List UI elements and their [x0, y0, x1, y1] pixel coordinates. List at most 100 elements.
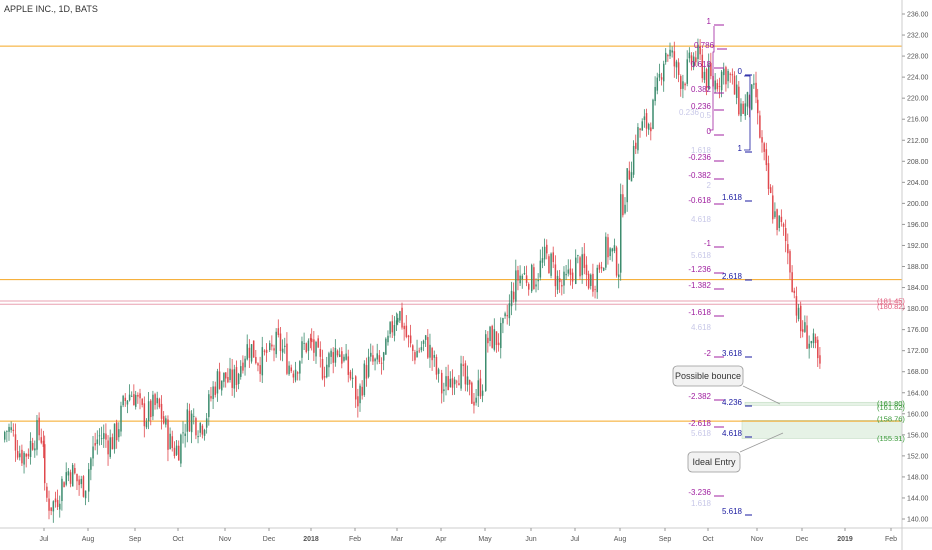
y-tick-label: 196.00 [907, 222, 929, 229]
candle-body [336, 350, 339, 356]
candle-body [311, 338, 313, 343]
candle-body [789, 251, 791, 273]
candle-body [370, 352, 372, 357]
price-labels: (181.45)(180.82) (161.80)(161.62) (158.76)… [877, 296, 905, 443]
candle-body [782, 223, 785, 227]
candle-body [622, 194, 624, 216]
candle-body [88, 469, 90, 492]
candle-body [598, 264, 601, 270]
candle-body [330, 350, 332, 357]
candle-body [128, 394, 131, 401]
candle-body [784, 228, 787, 242]
y-tick-label: 168.00 [907, 369, 929, 376]
candle-body [332, 352, 334, 363]
x-tick-label: Jul [571, 536, 580, 543]
candle-body [729, 73, 731, 75]
candle-body [552, 252, 554, 263]
candle-body [814, 336, 817, 344]
candle-body [723, 68, 725, 76]
candle-body [682, 81, 684, 89]
candle-body [519, 275, 521, 284]
fib-level-label: -3.236 [688, 488, 711, 497]
candle-body [14, 434, 17, 451]
callout-text: Possible bounce [675, 371, 741, 381]
candle-body [692, 56, 695, 68]
candle-body [720, 71, 723, 91]
candle-body [182, 432, 184, 434]
y-tick-label: 192.00 [907, 243, 929, 250]
candle-body [40, 437, 43, 443]
fib-ext-bracket [744, 75, 751, 151]
candle-body [703, 71, 706, 80]
fib-ext-label: 3.618 [722, 349, 743, 358]
candle-body [107, 440, 109, 455]
candle-body [508, 303, 511, 319]
candles [4, 38, 821, 523]
candle-body [399, 311, 401, 321]
candle-body [635, 142, 637, 149]
y-tick-label: 152.00 [907, 453, 929, 460]
candle-body [257, 363, 259, 366]
candle-body [84, 490, 87, 499]
candle-body [615, 247, 618, 276]
candle-body [639, 128, 641, 131]
y-tick-label: 176.00 [907, 327, 929, 334]
candle-body [150, 400, 152, 418]
candle-body [319, 349, 322, 357]
candle-body [178, 445, 180, 461]
candle-body [271, 344, 273, 347]
chart-title: APPLE INC., 1D, BATS [4, 4, 98, 14]
y-tick-label: 204.00 [907, 180, 929, 187]
candle-body [405, 325, 408, 337]
candle-body [733, 75, 736, 95]
candle-body [301, 341, 303, 358]
candle-body [395, 320, 398, 325]
x-tick-label: 2018 [303, 536, 319, 543]
candle-body [382, 352, 385, 361]
candle-body [504, 313, 506, 317]
candle-body [409, 335, 412, 344]
candle-body [495, 331, 498, 345]
candle-body [94, 443, 96, 446]
candle-body [131, 395, 133, 397]
candle-body [36, 420, 38, 450]
candle-body [389, 322, 391, 334]
candle-body [109, 437, 111, 457]
candle-body [525, 275, 528, 283]
candle-body [111, 437, 114, 450]
candle-body [746, 92, 749, 107]
candle-body [252, 340, 255, 358]
candle-body [351, 377, 354, 380]
candle-body [199, 423, 201, 433]
candle-body [761, 137, 763, 143]
candle-body [449, 378, 452, 387]
fib-level-label: 0.786 [694, 41, 715, 50]
candle-body [120, 405, 122, 432]
candle-body [391, 321, 394, 333]
fib-faint-label: 4.618 [691, 323, 712, 332]
candle-body [677, 62, 680, 75]
candle-body [290, 367, 292, 372]
candle-body [675, 61, 678, 68]
candle-body [581, 254, 583, 276]
candle-body [780, 216, 783, 223]
candle-body [321, 358, 324, 379]
candle-body [802, 329, 804, 332]
candle-body [695, 57, 697, 63]
y-tick-label: 188.00 [907, 264, 929, 271]
candle-body [751, 84, 753, 110]
candle-body [812, 333, 815, 344]
candle-body [71, 464, 74, 487]
candle-body [590, 274, 592, 286]
x-tick-label: Jun [525, 536, 536, 543]
y-tick-label: 212.00 [907, 138, 929, 145]
y-tick-label: 208.00 [907, 159, 929, 166]
price-level-label: (158.76) [877, 415, 905, 424]
candle-body [165, 418, 167, 425]
candle-body [12, 429, 15, 431]
candle-body [778, 215, 780, 229]
candle-body [414, 352, 416, 361]
candle-body [284, 345, 286, 347]
